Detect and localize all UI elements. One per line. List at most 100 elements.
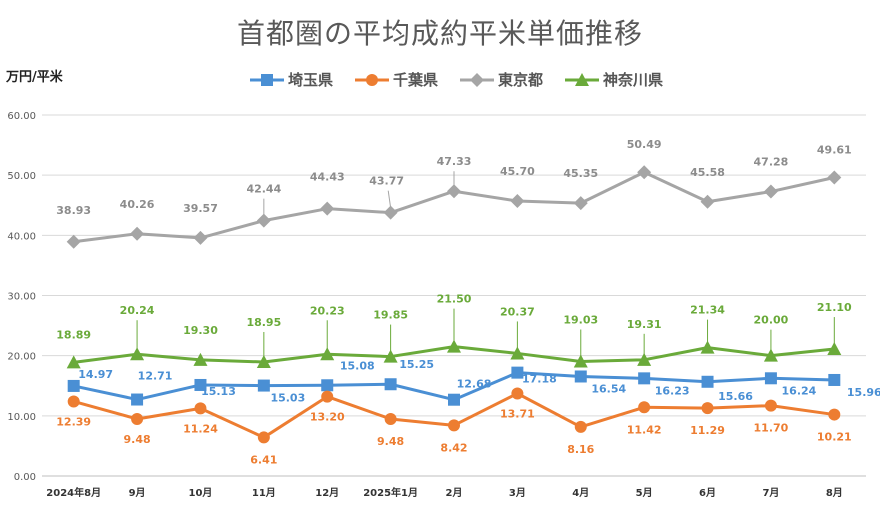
data-label: 43.77	[369, 175, 404, 188]
data-label: 6.41	[250, 453, 277, 466]
data-point-marker	[510, 346, 525, 360]
data-label: 12.68	[457, 378, 492, 391]
data-label: 15.13	[201, 385, 236, 398]
data-point-marker	[194, 378, 207, 391]
data-label: 17.18	[522, 373, 557, 386]
data-point-marker	[193, 352, 208, 366]
x-tick-label: 11月	[252, 487, 276, 499]
y-tick-label: 60.00	[7, 111, 36, 122]
data-point-marker	[448, 419, 460, 432]
data-point-marker	[511, 366, 524, 379]
data-point-marker	[763, 184, 778, 199]
data-point-marker	[321, 390, 334, 403]
data-label: 21.10	[817, 301, 852, 314]
x-tick-label: 12月	[315, 487, 339, 499]
data-point-marker	[193, 230, 208, 245]
data-point-marker	[257, 431, 270, 444]
data-point-marker	[701, 402, 714, 415]
data-label: 15.03	[270, 392, 305, 405]
y-tick-label: 20.00	[7, 352, 36, 363]
data-label: 19.85	[373, 309, 408, 322]
legend-item-tokyo[interactable]: 東京都	[460, 69, 543, 90]
data-label: 16.54	[591, 382, 626, 395]
data-label: 16.24	[782, 384, 817, 397]
x-tick-label: 8月	[826, 487, 843, 499]
data-point-marker	[510, 194, 525, 209]
data-label: 20.24	[120, 304, 155, 317]
data-label: 20.23	[310, 304, 345, 317]
data-point-marker	[511, 387, 524, 400]
data-point-marker	[573, 354, 588, 368]
data-point-marker	[130, 347, 145, 361]
data-point-marker	[827, 342, 842, 356]
data-label: 47.33	[437, 155, 472, 168]
data-label: 50.49	[627, 138, 662, 151]
y-tick-label: 10.00	[7, 412, 36, 423]
data-label: 13.20	[310, 411, 345, 424]
data-point-marker	[320, 201, 335, 216]
y-tick-label: 0.00	[14, 472, 36, 483]
data-point-marker	[321, 379, 334, 392]
data-label-leader	[387, 190, 392, 208]
data-point-marker	[447, 184, 461, 199]
data-label: 39.57	[183, 202, 218, 215]
data-point-marker	[447, 339, 461, 353]
x-tick-label: 2024年8月	[46, 486, 101, 499]
data-point-marker	[383, 205, 398, 220]
legend-item-chiba[interactable]: 千葉県	[355, 69, 438, 90]
data-label: 18.95	[246, 316, 281, 329]
y-tick-label: 50.00	[7, 171, 36, 182]
data-point-marker	[67, 379, 80, 392]
data-label: 16.23	[655, 384, 690, 397]
data-label: 8.16	[567, 443, 594, 456]
x-tick-label: 5月	[636, 487, 653, 499]
data-label: 11.24	[183, 422, 218, 435]
x-tick-label: 10月	[189, 487, 213, 499]
data-label: 19.03	[563, 314, 598, 327]
x-tick-label: 2月	[446, 487, 463, 499]
data-point-marker	[320, 347, 335, 361]
data-label: 19.31	[627, 318, 662, 331]
data-point-marker	[256, 213, 271, 228]
data-point-marker	[383, 349, 398, 363]
data-point-marker	[764, 372, 777, 385]
data-label: 44.43	[310, 171, 345, 184]
data-label: 21.50	[437, 293, 472, 306]
legend-item-saitama[interactable]: 埼玉県	[250, 69, 333, 90]
data-point-marker	[194, 402, 207, 415]
legend-label-chiba: 千葉県	[393, 71, 439, 89]
data-point-marker	[257, 379, 270, 392]
data-label: 10.21	[817, 431, 852, 444]
legend: 埼玉県 千葉県 東京都 神奈川県	[250, 69, 663, 90]
data-point-marker	[827, 170, 842, 185]
data-point-marker	[384, 412, 397, 425]
legend-label-kanagawa: 神奈川県	[603, 71, 664, 89]
legend-item-kanagawa[interactable]: 神奈川県	[565, 69, 663, 90]
data-point-marker	[67, 395, 80, 408]
data-label: 40.26	[120, 198, 155, 211]
data-label: 20.00	[754, 314, 789, 327]
x-tick-label: 7月	[762, 487, 779, 499]
x-tick-label: 9月	[129, 487, 146, 499]
data-label: 21.34	[690, 304, 725, 317]
data-point-marker	[828, 373, 841, 386]
data-label: 42.44	[246, 183, 281, 196]
data-point-marker	[638, 401, 651, 414]
data-label: 12.39	[56, 415, 91, 428]
data-label: 8.42	[440, 441, 467, 454]
x-tick-label: 3月	[509, 487, 526, 499]
data-point-marker	[131, 393, 144, 406]
data-label: 11.29	[690, 424, 725, 437]
data-label: 45.70	[500, 165, 535, 178]
legend-marker-circle-icon	[355, 73, 390, 86]
data-point-marker	[764, 399, 777, 412]
legend-marker-triangle-icon	[565, 72, 600, 86]
data-label: 11.42	[627, 423, 662, 436]
y-tick-label: 40.00	[7, 231, 36, 242]
data-point-marker	[637, 352, 652, 366]
data-label: 20.37	[500, 305, 535, 318]
data-label: 15.25	[399, 358, 434, 371]
data-point-marker	[130, 226, 145, 241]
